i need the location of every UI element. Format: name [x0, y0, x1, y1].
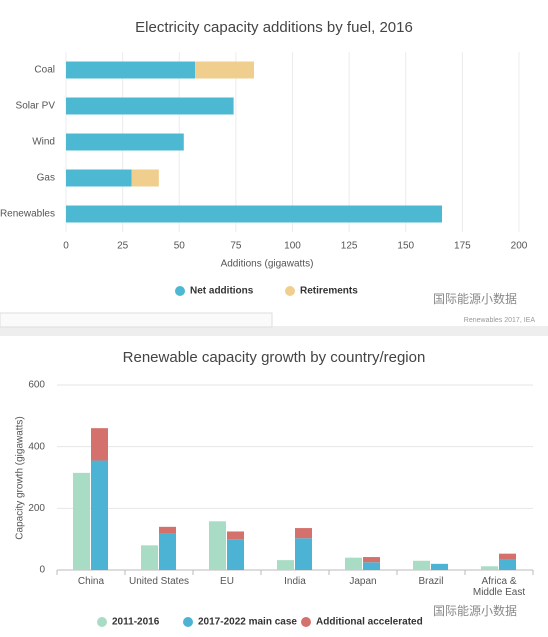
x-tick-label: 150 — [397, 241, 414, 252]
source: Renewables 2017, IEA — [464, 317, 536, 324]
x-tick-label: 200 — [511, 241, 528, 252]
bar — [227, 539, 244, 570]
bar — [91, 428, 108, 461]
y-tick-label: Coal — [34, 65, 55, 76]
x-tick-label: 0 — [63, 241, 69, 252]
bar — [66, 205, 442, 223]
x-axis-title: Additions (gigawatts) — [221, 259, 314, 270]
watermark: 国际能源小数据 — [433, 291, 517, 306]
y-axis-title: Capacity growth (gigawatts) — [15, 416, 26, 539]
bar — [499, 559, 516, 570]
bar — [66, 169, 132, 187]
bar — [66, 97, 234, 115]
x-tick-label: 50 — [174, 241, 186, 252]
x-tick-label: China — [77, 576, 105, 587]
panel-edge — [0, 312, 273, 328]
watermark: 国际能源小数据 — [433, 603, 517, 618]
x-tick-label: 175 — [454, 241, 471, 252]
bar — [363, 562, 380, 570]
bar — [431, 563, 448, 570]
bar — [363, 557, 380, 563]
legend-marker — [175, 286, 185, 296]
legend-label: Net additions — [190, 286, 254, 297]
y-tick-label: Renewables — [0, 209, 55, 220]
bar — [66, 133, 184, 151]
legend-marker — [183, 617, 193, 627]
x-tick-label: 75 — [230, 241, 242, 252]
y-tick-label: Wind — [32, 137, 55, 148]
x-tick-label: 100 — [284, 241, 301, 252]
bar — [481, 566, 498, 570]
legend-marker — [285, 286, 295, 296]
bar — [209, 521, 226, 570]
bar — [66, 61, 196, 79]
chart-title: Electricity capacity additions by fuel, … — [135, 19, 413, 36]
x-tick-label: Brazil — [418, 576, 444, 587]
bar — [159, 526, 176, 534]
legend-label: 2017-2022 main case — [198, 617, 297, 628]
x-tick-label: EU — [220, 576, 234, 587]
y-tick-label: 200 — [28, 503, 45, 514]
bar — [73, 472, 90, 570]
x-tick-label: 125 — [341, 241, 358, 252]
y-tick-label: Gas — [37, 173, 55, 184]
x-tick-label: Africa & Middle East — [472, 576, 526, 598]
bar — [141, 545, 158, 570]
y-tick-label: 0 — [39, 565, 45, 576]
bar — [499, 553, 516, 560]
bar — [295, 538, 312, 570]
legend-label: 2011-2016 — [112, 617, 160, 628]
chart-title: Renewable capacity growth by country/reg… — [123, 349, 426, 366]
y-tick-label: Solar PV — [16, 101, 56, 112]
bar — [159, 533, 176, 570]
x-tick-label: United States — [128, 576, 190, 587]
separator — [0, 326, 548, 336]
legend-marker — [97, 617, 107, 627]
legend-marker — [301, 617, 311, 627]
bar — [131, 169, 159, 187]
legend-label: Additional accelerated — [316, 617, 423, 628]
bar — [227, 531, 244, 540]
bar — [295, 528, 312, 539]
x-tick-label: India — [284, 576, 306, 587]
bar — [195, 61, 254, 79]
y-tick-label: 400 — [28, 441, 45, 452]
legend-label: Retirements — [300, 286, 358, 297]
bar — [345, 557, 362, 570]
x-tick-label: Japan — [349, 576, 377, 587]
bar — [91, 460, 108, 570]
x-tick-label: 25 — [117, 241, 129, 252]
bar — [413, 560, 430, 570]
bar — [277, 560, 294, 570]
y-tick-label: 600 — [28, 380, 45, 391]
